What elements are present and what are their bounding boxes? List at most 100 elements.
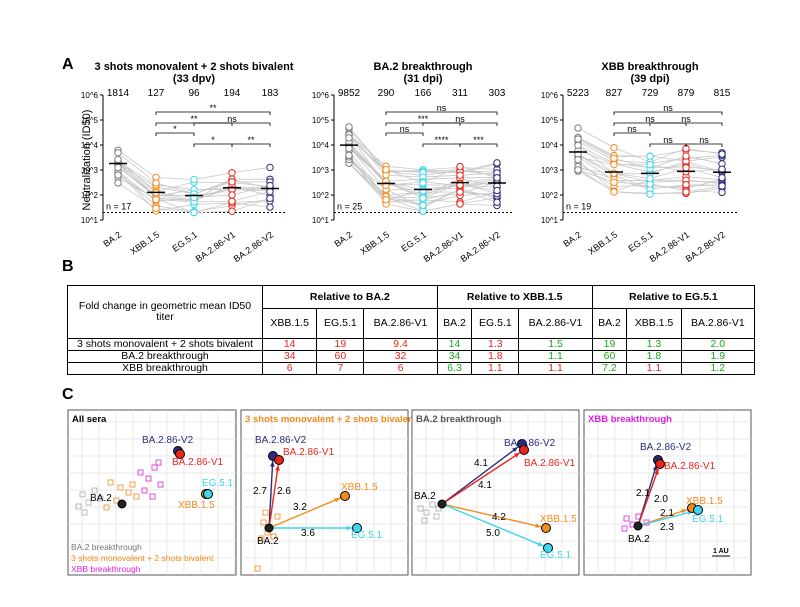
- label-ba2: BA.2: [628, 534, 650, 545]
- serum-marker: [107, 479, 114, 486]
- distance-label: 2.0: [654, 494, 668, 505]
- legend-ba2-breakthrough: BA.2 breakthrough: [71, 542, 142, 552]
- label-eg51: EG.5.1: [202, 478, 234, 489]
- gmt-label: 729: [642, 88, 659, 99]
- antigen-ba2: [437, 499, 447, 509]
- scale-label: 1 AU: [713, 548, 729, 555]
- gmt-label: 9852: [338, 88, 361, 99]
- sample-point: [152, 204, 160, 213]
- serum-marker: [79, 491, 86, 498]
- serum-marker: [137, 469, 144, 476]
- arrow-head: [654, 468, 659, 475]
- gmt-label: 1814: [107, 88, 130, 99]
- significance-label: ***: [473, 135, 484, 145]
- serum-marker: [145, 475, 152, 482]
- legend-monovalent-bivalent: 3 shots monovalent + 2 shots bivalent: [71, 553, 214, 563]
- sample-point: [228, 197, 236, 205]
- serum-marker: [133, 493, 140, 500]
- cell: 32: [363, 350, 438, 363]
- significance-label: *: [211, 135, 215, 145]
- serum-marker: [254, 565, 261, 572]
- serum-marker: [421, 517, 428, 524]
- sample-point: [266, 203, 274, 211]
- cell: 60: [316, 350, 365, 363]
- y-tick-label: 10^2: [312, 191, 330, 200]
- x-tick-label: EG.5.1: [399, 229, 428, 253]
- label-ba286-v2: BA.2.86-V2: [255, 435, 307, 446]
- distance-label: 3.2: [293, 502, 307, 513]
- sample-point: [610, 169, 618, 177]
- cell: 1.3: [626, 338, 682, 351]
- row-label: 3 shots monovalent + 2 shots bivalent: [67, 338, 263, 351]
- x-tick-label: XBB.1.5: [358, 229, 391, 256]
- significance-bracket: [155, 111, 271, 115]
- significance-bracket: [231, 143, 271, 147]
- cell: 34: [436, 350, 473, 363]
- significance-bracket: [649, 122, 723, 126]
- arrow-head: [681, 509, 688, 514]
- y-tick-label: 10^1: [312, 216, 330, 225]
- subheader: EG.5.1: [471, 308, 520, 339]
- cohort-title: XBB breakthrough: [601, 61, 698, 73]
- distance-arrow: [441, 503, 544, 547]
- cell: 34: [261, 350, 318, 363]
- subheader: BA.2.86-V1: [518, 308, 593, 339]
- serum-marker: [97, 495, 104, 502]
- gmt-label: 127: [148, 88, 165, 99]
- label-ba2: BA.2: [257, 536, 279, 547]
- cell: 60: [591, 350, 628, 363]
- label-xbb15: XBB.1.5: [341, 482, 378, 493]
- serum-marker: [621, 525, 628, 532]
- label-xbb15: XBB.1.5: [540, 514, 577, 525]
- distance-label: 3.6: [301, 528, 315, 539]
- subheader: BA.2.86-V1: [680, 308, 756, 339]
- gmt-label: 290: [378, 88, 395, 99]
- sample-point: [345, 123, 353, 131]
- sample-point: [610, 154, 618, 163]
- y-tick-label: 10^5: [312, 116, 330, 125]
- sample-point: [574, 156, 582, 164]
- label-ba286-v1: BA.2.86-V1: [283, 447, 335, 458]
- sample-point: [574, 141, 582, 149]
- sample-point: [718, 150, 726, 158]
- subheader: XBB.1.5: [626, 308, 682, 339]
- label-eg51: EG.5.1: [540, 550, 572, 561]
- map-title: 3 shots monovalent + 2 shots bivalent: [245, 414, 418, 425]
- y-tick-label: 10^5: [541, 116, 559, 125]
- sample-point: [574, 135, 582, 143]
- gmt-label: 303: [489, 88, 506, 99]
- sample-point: [228, 169, 236, 177]
- label-ba286-v1: BA.2.86-V1: [524, 458, 576, 469]
- y-tick-label: 10^6: [81, 91, 99, 100]
- distance-label: 4.2: [492, 512, 506, 523]
- y-tick-label: 10^4: [312, 141, 330, 150]
- x-tick-label: XBB.1.5: [128, 229, 161, 256]
- significance-bracket: [459, 143, 498, 147]
- x-tick-label: BA.2.86-V2: [459, 229, 502, 264]
- x-tick-label: BA.2: [561, 229, 583, 248]
- map-title: XBB breakthrough: [588, 414, 672, 425]
- cohort-title: 3 shots monovalent + 2 shots bivalent: [95, 61, 294, 73]
- significance-bracket: [685, 143, 723, 147]
- sample-point: [152, 179, 160, 187]
- distance-label: 2.1: [660, 508, 674, 519]
- x-tick-label: EG.5.1: [170, 229, 199, 253]
- serum-marker: [151, 464, 158, 471]
- label-ba2: BA.2: [414, 491, 436, 502]
- group-header-ba2: Relative to BA.2: [262, 285, 438, 309]
- sample-point: [345, 144, 353, 153]
- sample-point: [610, 188, 618, 196]
- sample-point: [114, 171, 122, 179]
- distance-arrow: [441, 446, 519, 505]
- sample-point: [456, 162, 464, 171]
- serum-marker: [129, 481, 136, 488]
- significance-label: ns: [663, 103, 673, 113]
- cell: 1.3: [471, 338, 520, 351]
- distance-label: 4.1: [478, 480, 492, 491]
- serum-marker: [141, 487, 148, 494]
- sample-point: [228, 191, 236, 199]
- map-frame: [583, 409, 752, 576]
- sample-point: [610, 178, 618, 187]
- sample-point: [682, 188, 690, 196]
- label-ba286-v2: BA.2.86-V2: [504, 438, 556, 449]
